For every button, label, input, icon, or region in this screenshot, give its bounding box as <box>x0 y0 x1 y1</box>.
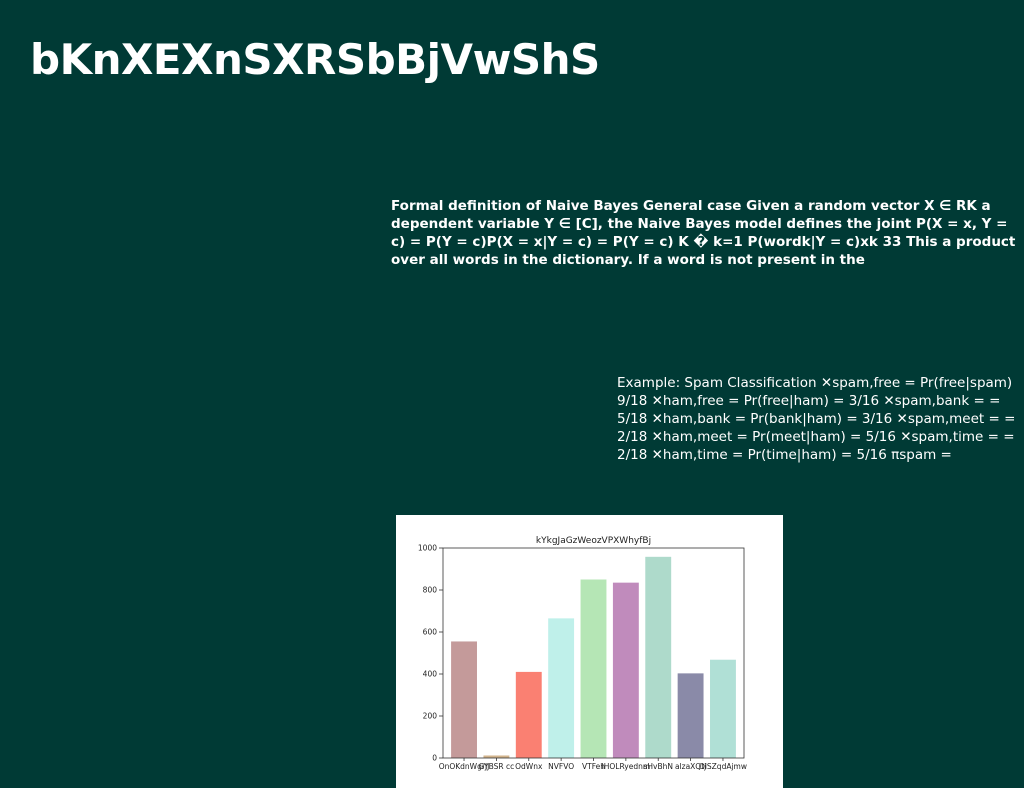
bar-chart-panel: kYkgJaGzWeozVPXWhyfBj 0 200 400 600 800 1000 On… <box>396 515 783 788</box>
plot-frame <box>442 547 745 759</box>
x-tick-label: OdWnx <box>515 762 543 771</box>
y-tick-label: 400 <box>423 670 438 679</box>
y-tick-label: 800 <box>423 586 438 595</box>
example-text: Example: Spam Classification ✕spam,free … <box>617 375 1016 463</box>
y-tick-label: 1000 <box>418 544 437 553</box>
x-tick-label: GYBSR cc <box>479 762 515 771</box>
y-tick-label: 600 <box>423 628 438 637</box>
bar <box>645 556 672 758</box>
bar <box>483 755 510 758</box>
chart-title: kYkgJaGzWeozVPXWhyfBj <box>536 536 651 546</box>
bar <box>580 579 607 758</box>
y-tick-label: 0 <box>432 754 437 763</box>
x-tick-label: IHOLRyednm <box>602 762 651 771</box>
definition-text: Formal definition of Naive Bayes General… <box>391 198 1016 268</box>
x-tick-label: OnOKdnWgrJJ <box>439 762 490 771</box>
x-tick-label: NVFVO <box>548 762 574 771</box>
y-tick-label: 200 <box>423 712 438 721</box>
bar-chart: kYkgJaGzWeozVPXWhyfBj 0 200 400 600 800 1000 On… <box>418 536 747 771</box>
x-tick-label: alzaXQtj <box>675 762 706 771</box>
bar <box>710 659 736 758</box>
bar <box>451 641 477 758</box>
x-tick-label: sHvBhN <box>643 762 673 771</box>
bar <box>677 673 704 758</box>
bar <box>612 582 639 758</box>
x-tick-label: VTFeh <box>582 762 605 771</box>
slide-title: bKnXEXnSXRSbBjVwShS <box>30 35 600 84</box>
bar <box>548 618 575 758</box>
x-tick-label: OlSZqdAjmw <box>699 762 747 771</box>
bar <box>515 671 542 758</box>
